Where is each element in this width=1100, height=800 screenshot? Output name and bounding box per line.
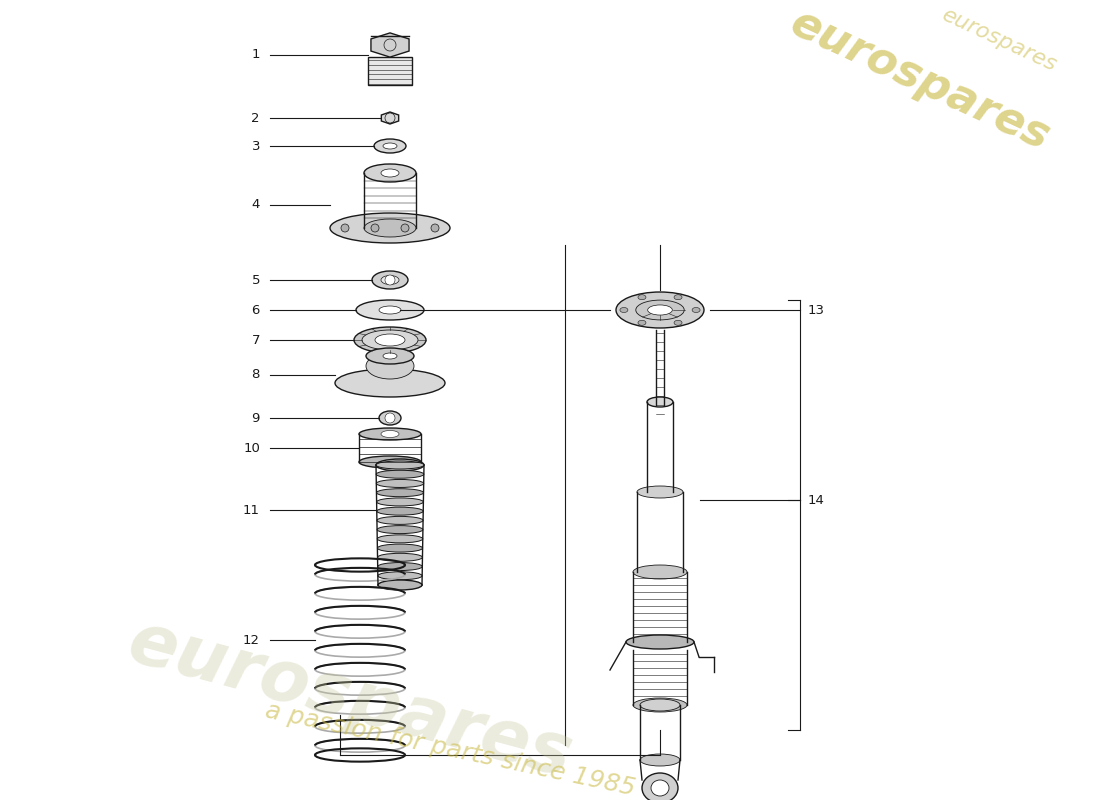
Ellipse shape (354, 327, 426, 353)
Text: 1: 1 (252, 49, 260, 62)
Ellipse shape (377, 516, 424, 524)
Ellipse shape (381, 169, 399, 177)
Polygon shape (382, 112, 398, 124)
Text: 2: 2 (252, 111, 260, 125)
Ellipse shape (366, 353, 414, 379)
Ellipse shape (620, 307, 628, 313)
Ellipse shape (640, 699, 680, 711)
Ellipse shape (642, 773, 678, 800)
Ellipse shape (330, 213, 450, 243)
Ellipse shape (377, 526, 422, 534)
Ellipse shape (626, 635, 694, 649)
Text: 11: 11 (243, 503, 260, 517)
Text: eurospares: eurospares (939, 5, 1060, 75)
Text: 3: 3 (252, 139, 260, 153)
Ellipse shape (377, 544, 422, 552)
Ellipse shape (632, 698, 688, 712)
Ellipse shape (638, 294, 646, 300)
Text: 4: 4 (252, 198, 260, 211)
Text: eurospares: eurospares (783, 1, 1057, 159)
Circle shape (402, 224, 409, 232)
Text: 9: 9 (252, 411, 260, 425)
Ellipse shape (359, 456, 421, 468)
Ellipse shape (376, 498, 424, 506)
Ellipse shape (640, 754, 680, 766)
Ellipse shape (674, 294, 682, 300)
Ellipse shape (359, 428, 421, 440)
Text: eurospares: eurospares (121, 607, 580, 793)
Text: 12: 12 (243, 634, 260, 646)
Text: 10: 10 (243, 442, 260, 454)
Ellipse shape (383, 353, 397, 359)
Ellipse shape (638, 320, 646, 326)
Text: 7: 7 (252, 334, 260, 346)
Text: 14: 14 (808, 494, 825, 506)
Ellipse shape (616, 292, 704, 328)
Ellipse shape (376, 479, 424, 487)
Circle shape (385, 413, 395, 423)
Text: 13: 13 (808, 303, 825, 317)
Ellipse shape (377, 535, 422, 543)
Ellipse shape (648, 305, 672, 315)
Ellipse shape (381, 430, 399, 438)
Ellipse shape (364, 164, 416, 182)
Ellipse shape (651, 780, 669, 796)
Text: a passion for parts since 1985: a passion for parts since 1985 (263, 699, 637, 800)
Ellipse shape (376, 489, 424, 497)
Ellipse shape (372, 271, 408, 289)
Ellipse shape (383, 143, 397, 149)
Ellipse shape (364, 219, 416, 237)
Ellipse shape (377, 554, 422, 562)
Ellipse shape (378, 580, 422, 590)
Ellipse shape (377, 562, 422, 570)
Ellipse shape (356, 300, 424, 320)
Ellipse shape (632, 565, 688, 579)
Ellipse shape (376, 470, 424, 478)
Ellipse shape (636, 300, 684, 320)
Circle shape (385, 275, 395, 285)
Circle shape (371, 224, 380, 232)
Ellipse shape (381, 275, 399, 285)
Text: 6: 6 (252, 303, 260, 317)
Polygon shape (371, 33, 409, 57)
Ellipse shape (377, 507, 424, 515)
Ellipse shape (366, 348, 414, 364)
Text: 8: 8 (252, 369, 260, 382)
Ellipse shape (379, 411, 401, 425)
Ellipse shape (376, 459, 424, 471)
Ellipse shape (376, 461, 424, 469)
Ellipse shape (637, 486, 683, 498)
Ellipse shape (362, 330, 418, 350)
Text: 5: 5 (252, 274, 260, 286)
Ellipse shape (674, 320, 682, 326)
Ellipse shape (647, 397, 673, 407)
Ellipse shape (377, 572, 422, 580)
Circle shape (341, 224, 349, 232)
Ellipse shape (378, 581, 422, 589)
Ellipse shape (692, 307, 700, 313)
Ellipse shape (336, 369, 446, 397)
Ellipse shape (375, 334, 405, 346)
Ellipse shape (374, 139, 406, 153)
Circle shape (431, 224, 439, 232)
Ellipse shape (647, 487, 673, 497)
Bar (368, 57, 412, 85)
Ellipse shape (379, 306, 401, 314)
